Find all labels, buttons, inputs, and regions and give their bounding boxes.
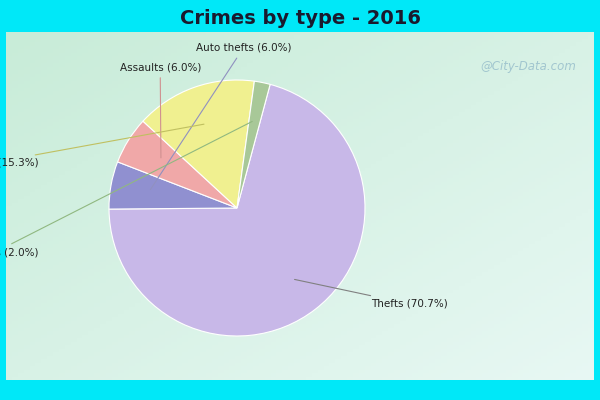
Wedge shape: [237, 81, 270, 208]
Text: Crimes by type - 2016: Crimes by type - 2016: [179, 8, 421, 28]
Text: Thefts (70.7%): Thefts (70.7%): [295, 280, 448, 309]
Wedge shape: [143, 80, 254, 208]
Wedge shape: [109, 84, 365, 336]
Text: Assaults (6.0%): Assaults (6.0%): [119, 62, 201, 158]
Text: @City-Data.com: @City-Data.com: [481, 60, 577, 73]
Text: Burglaries (15.3%): Burglaries (15.3%): [0, 124, 204, 168]
Text: Robberies (2.0%): Robberies (2.0%): [0, 122, 252, 258]
Wedge shape: [118, 121, 237, 208]
Wedge shape: [109, 162, 237, 209]
Text: Auto thefts (6.0%): Auto thefts (6.0%): [151, 43, 291, 190]
